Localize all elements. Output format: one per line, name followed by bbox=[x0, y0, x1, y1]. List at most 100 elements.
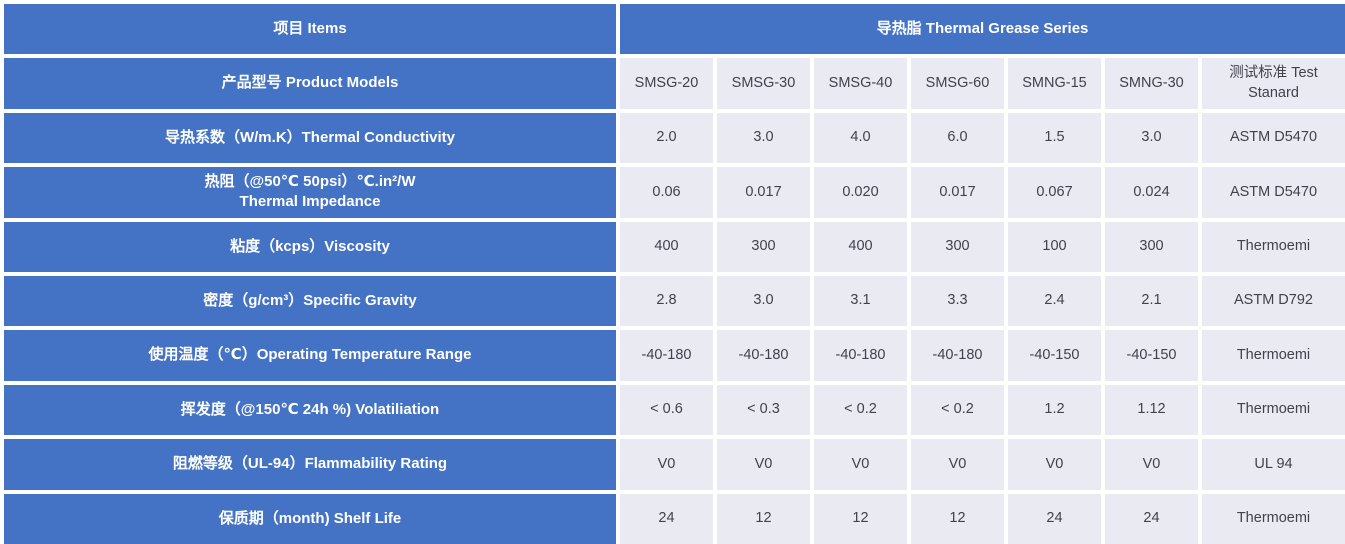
value-text: V0 bbox=[754, 455, 773, 472]
model-name: SMNG-15 bbox=[1022, 74, 1087, 91]
standard-text: Thermoemi bbox=[1236, 510, 1311, 527]
standard-text: Thermoemi bbox=[1236, 346, 1311, 363]
value-cell: 3.3 bbox=[911, 276, 1004, 327]
standard-cell: UL 94 bbox=[1202, 439, 1345, 490]
value-text: 24 bbox=[1143, 510, 1160, 527]
value-cell: 0.017 bbox=[911, 167, 1004, 218]
value-text: -40-180 bbox=[738, 346, 789, 363]
value-cell: < 0.3 bbox=[717, 384, 810, 436]
value-text: -40-180 bbox=[641, 346, 692, 363]
value-text: 3.1 bbox=[850, 292, 871, 309]
row-label-text: 阻燃等级（UL-94）Flammability Rating bbox=[172, 455, 448, 473]
value-text: V0 bbox=[1142, 455, 1161, 472]
model-cell-smsg60: SMSG-60 bbox=[911, 58, 1004, 109]
value-text: 12 bbox=[852, 510, 869, 527]
value-text: 100 bbox=[1042, 238, 1067, 255]
model-cell-smsg30: SMSG-30 bbox=[717, 58, 810, 109]
row-label-flammability-rating: 阻燃等级（UL-94）Flammability Rating bbox=[4, 439, 616, 490]
value-text: 12 bbox=[949, 510, 966, 527]
row-label-text: 密度（g/cm³）Specific Gravity bbox=[203, 292, 417, 310]
value-text: V0 bbox=[851, 455, 870, 472]
row-label-viscosity: 粘度（kcps）Viscosity bbox=[4, 221, 616, 272]
value-cell: 4.0 bbox=[814, 112, 907, 164]
value-cell: 2.8 bbox=[620, 276, 713, 327]
row-label-text: 使用温度（℃）Operating Temperature Range bbox=[148, 346, 472, 364]
value-cell: 3.1 bbox=[814, 276, 907, 327]
value-text: < 0.2 bbox=[941, 401, 974, 418]
value-text: 3.3 bbox=[947, 292, 968, 309]
model-name: SMSG-60 bbox=[925, 74, 990, 91]
model-cell-smng30: SMNG-30 bbox=[1105, 58, 1198, 109]
standard-text: ASTM D792 bbox=[1234, 292, 1313, 309]
model-cell-smsg20: SMSG-20 bbox=[620, 58, 713, 109]
value-text: 1.2 bbox=[1044, 401, 1065, 418]
test-standard-header-cell: 测试标准 Test Stanard bbox=[1202, 58, 1345, 109]
value-cell: 2.1 bbox=[1105, 276, 1198, 327]
models-row-label: 产品型号 Product Models bbox=[221, 74, 399, 92]
value-cell: 6.0 bbox=[911, 112, 1004, 164]
value-cell: 1.5 bbox=[1008, 112, 1101, 164]
standard-cell: ASTM D792 bbox=[1202, 276, 1345, 327]
value-cell: 300 bbox=[1105, 221, 1198, 272]
value-cell: 1.2 bbox=[1008, 384, 1101, 436]
value-text: 12 bbox=[755, 510, 772, 527]
value-text: 24 bbox=[1046, 510, 1063, 527]
standard-text: Thermoemi bbox=[1236, 238, 1311, 255]
value-text: -40-180 bbox=[835, 346, 886, 363]
model-name: SMSG-30 bbox=[731, 74, 796, 91]
value-text: 1.5 bbox=[1044, 129, 1065, 146]
value-cell: 0.020 bbox=[814, 167, 907, 218]
series-header-cell: 导热脂 Thermal Grease Series bbox=[620, 4, 1345, 55]
value-cell: 24 bbox=[1105, 493, 1198, 544]
row-label-text: 热阻（@50℃ 50psi）℃.in²/W bbox=[204, 173, 416, 191]
value-text: 0.06 bbox=[652, 183, 681, 200]
value-text: 2.1 bbox=[1141, 292, 1162, 309]
value-cell: 12 bbox=[814, 493, 907, 544]
row-label-text: 挥发度（@150℃ 24h %) Volatiliation bbox=[180, 400, 440, 418]
model-name: SMSG-20 bbox=[634, 74, 699, 91]
value-cell: 300 bbox=[717, 221, 810, 272]
value-text: 2.0 bbox=[656, 129, 677, 146]
value-cell: -40-180 bbox=[814, 330, 907, 381]
value-cell: 0.024 bbox=[1105, 167, 1198, 218]
models-row-label-cell: 产品型号 Product Models bbox=[4, 58, 616, 109]
value-text: -40-150 bbox=[1126, 346, 1177, 363]
model-name: SMNG-30 bbox=[1119, 74, 1184, 91]
value-text: -40-150 bbox=[1029, 346, 1080, 363]
value-cell: -40-150 bbox=[1008, 330, 1101, 381]
value-cell: 3.0 bbox=[1105, 112, 1198, 164]
standard-cell: Thermoemi bbox=[1202, 384, 1345, 436]
value-text: -40-180 bbox=[932, 346, 983, 363]
row-label-shelf-life: 保质期（month) Shelf Life bbox=[4, 493, 616, 544]
value-cell: 12 bbox=[911, 493, 1004, 544]
row-label-specific-gravity: 密度（g/cm³）Specific Gravity bbox=[4, 276, 616, 327]
standard-cell: Thermoemi bbox=[1202, 493, 1345, 544]
row-label-volatiliation: 挥发度（@150℃ 24h %) Volatiliation bbox=[4, 384, 616, 436]
value-cell: < 0.6 bbox=[620, 384, 713, 436]
value-cell: V0 bbox=[620, 439, 713, 490]
row-label-thermal-conductivity: 导热系数（W/m.K）Thermal Conductivity bbox=[4, 112, 616, 164]
standard-cell: ASTM D5470 bbox=[1202, 112, 1345, 164]
value-text: 0.067 bbox=[1036, 183, 1073, 200]
value-text: 24 bbox=[658, 510, 675, 527]
value-cell: 2.0 bbox=[620, 112, 713, 164]
value-text: < 0.6 bbox=[650, 401, 683, 418]
row-label-operating-temperature: 使用温度（℃）Operating Temperature Range bbox=[4, 330, 616, 381]
value-cell: V0 bbox=[911, 439, 1004, 490]
test-standard-header-label: 测试标准 Test Stanard bbox=[1229, 65, 1318, 101]
standard-text: ASTM D5470 bbox=[1229, 183, 1318, 200]
value-text: 0.017 bbox=[745, 183, 782, 200]
value-text: < 0.2 bbox=[844, 401, 877, 418]
value-text: 0.017 bbox=[939, 183, 976, 200]
row-label-text: 粘度（kcps）Viscosity bbox=[230, 237, 390, 255]
standard-cell: Thermoemi bbox=[1202, 221, 1345, 272]
value-cell: V0 bbox=[717, 439, 810, 490]
value-text: 3.0 bbox=[1141, 129, 1162, 146]
value-text: 3.0 bbox=[753, 129, 774, 146]
standard-cell: ASTM D5470 bbox=[1202, 167, 1345, 218]
value-text: 4.0 bbox=[850, 129, 871, 146]
standard-text: Thermoemi bbox=[1236, 401, 1311, 418]
value-text: V0 bbox=[1045, 455, 1064, 472]
value-cell: 3.0 bbox=[717, 112, 810, 164]
